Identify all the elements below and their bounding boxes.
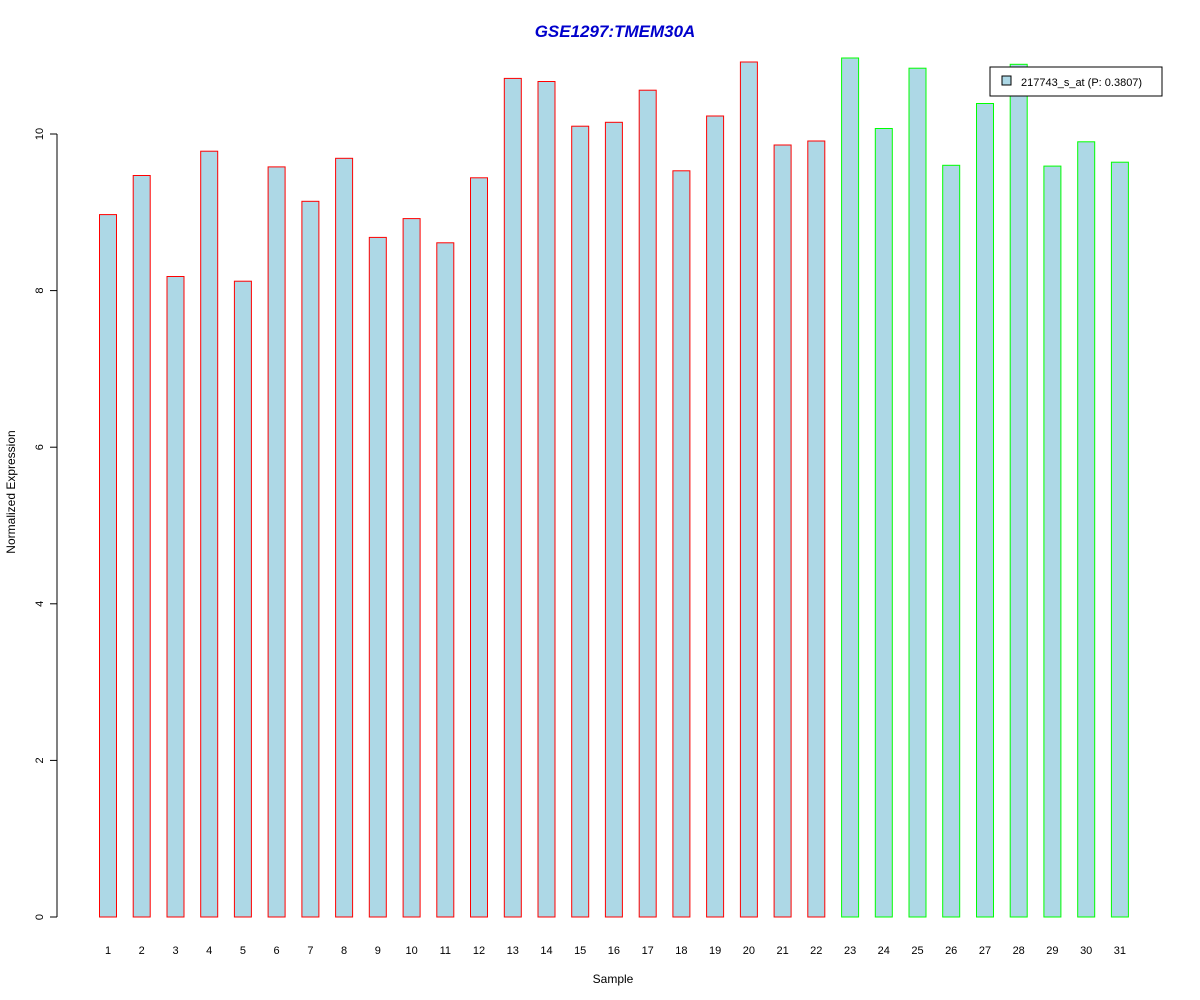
bar-sample-10 <box>402 218 421 918</box>
x-tick-label: 8 <box>341 945 347 957</box>
x-tick-label: 16 <box>608 945 620 957</box>
x-tick-label: 27 <box>979 945 991 957</box>
bar-sample-7 <box>301 200 320 918</box>
x-axis-label: Sample <box>593 972 634 986</box>
x-tick-label: 28 <box>1013 945 1025 957</box>
legend-box <box>989 66 1163 97</box>
x-tick-label: 18 <box>675 945 687 957</box>
bar-sample-23 <box>841 57 860 918</box>
bar-sample-12 <box>470 177 488 918</box>
bar-sample-28 <box>1009 63 1028 918</box>
y-tick-label: 8 <box>34 288 46 294</box>
x-tick-label: 30 <box>1080 945 1092 957</box>
bar-sample-6 <box>267 166 286 918</box>
legend: 217743_s_at (P: 0.3807) <box>989 66 1163 97</box>
x-tick-label: 25 <box>911 945 923 957</box>
x-tick-label: 24 <box>878 945 890 957</box>
bar-sample-22 <box>807 140 826 918</box>
y-tick-label: 4 <box>34 601 46 607</box>
bar-sample-1 <box>99 214 117 918</box>
bar-sample-29 <box>1043 165 1062 918</box>
x-tick-label: 1 <box>105 945 111 957</box>
x-tick-label: 26 <box>945 945 957 957</box>
legend-swatch <box>1001 75 1012 86</box>
x-tick-label: 20 <box>743 945 755 957</box>
y-tick-label: 0 <box>34 914 46 920</box>
x-tick-label: 13 <box>507 945 519 957</box>
x-tick-label: 29 <box>1046 945 1058 957</box>
bar-sample-3 <box>166 276 185 918</box>
x-tick-label: 6 <box>274 945 280 957</box>
x-tick-label: 11 <box>440 945 451 957</box>
bars <box>99 57 1129 918</box>
y-tick-label: 10 <box>34 128 46 140</box>
bar-sample-9 <box>368 236 387 918</box>
legend-label: 217743_s_at (P: 0.3807) <box>1021 77 1142 89</box>
bar-sample-25 <box>908 67 927 918</box>
x-tick-label: 12 <box>473 945 485 957</box>
y-axis-label: Normalized Expression <box>4 430 18 553</box>
x-tick-label: 9 <box>375 945 381 957</box>
bar-sample-13 <box>503 77 522 918</box>
bar-sample-30 <box>1077 141 1096 918</box>
bar-sample-26 <box>942 164 961 918</box>
x-tick-label: 23 <box>844 945 856 957</box>
x-tick-label: 19 <box>709 945 721 957</box>
bar-sample-19 <box>706 115 725 918</box>
x-tick-label: 7 <box>307 945 313 957</box>
bar-sample-16 <box>604 121 623 918</box>
bar-sample-20 <box>739 61 758 918</box>
bar-sample-4 <box>200 150 219 918</box>
y-tick-label: 2 <box>34 757 46 763</box>
x-tick-label: 21 <box>776 945 788 957</box>
y-tick-label: 6 <box>34 444 46 450</box>
x-tick-label: 5 <box>240 945 246 957</box>
bar-sample-24 <box>874 128 893 918</box>
x-tick-label: 4 <box>206 945 212 957</box>
x-tick-label: 15 <box>574 945 586 957</box>
x-tick-label: 3 <box>172 945 178 957</box>
bar-sample-2 <box>132 175 151 918</box>
y-axis: 0 2 4 6 8 10 <box>34 128 58 920</box>
bar-sample-21 <box>773 144 792 918</box>
bar-sample-15 <box>571 125 590 918</box>
bar-sample-17 <box>638 89 657 918</box>
bar-sample-18 <box>672 170 691 918</box>
bar-sample-27 <box>976 103 994 918</box>
x-tick-label: 22 <box>810 945 822 957</box>
bar-sample-8 <box>335 157 354 918</box>
bar-sample-5 <box>233 280 252 918</box>
bar-sample-31 <box>1110 161 1129 918</box>
x-tick-label: 10 <box>405 945 417 957</box>
bar-sample-11 <box>436 242 455 918</box>
chart-title: GSE1297:TMEM30A <box>535 22 696 41</box>
x-tick-label: 17 <box>642 945 654 957</box>
x-tick-label: 14 <box>540 945 552 957</box>
bar-sample-14 <box>537 81 556 918</box>
x-tick-label: 31 <box>1114 945 1126 957</box>
x-tick-labels: 1 2 3 4 5 6 7 8 9 10 11 12 13 14 15 16 17 18 19 20 21 22 23 24 2… <box>105 945 1126 957</box>
x-tick-label: 2 <box>139 945 145 957</box>
